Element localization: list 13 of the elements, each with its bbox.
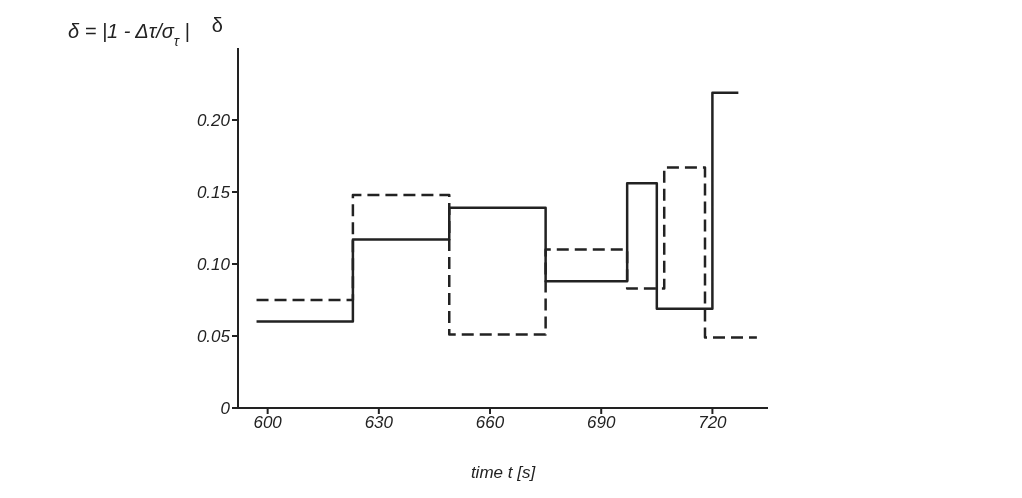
- x-axis-title: time t [s]: [470, 463, 537, 482]
- y-tick-label: 0: [220, 399, 231, 419]
- text: δ = |1 - Δτ/σ$_{τ}$|: [68, 20, 190, 49]
- y-axis-title: δ: [211, 14, 223, 37]
- x-tick-label: 690: [587, 413, 616, 433]
- x-tick-label: 660: [475, 413, 505, 433]
- x-tick-label: 630: [364, 413, 394, 433]
- y-tick-label: 0.05: [196, 327, 231, 347]
- x-tick-label: 720: [698, 413, 728, 433]
- x-tick-label: 600: [253, 413, 283, 433]
- y-tick-label: 0.10: [196, 255, 231, 275]
- y-tick-label: 0.20: [196, 111, 231, 131]
- y-tick-label: 0.15: [196, 183, 231, 203]
